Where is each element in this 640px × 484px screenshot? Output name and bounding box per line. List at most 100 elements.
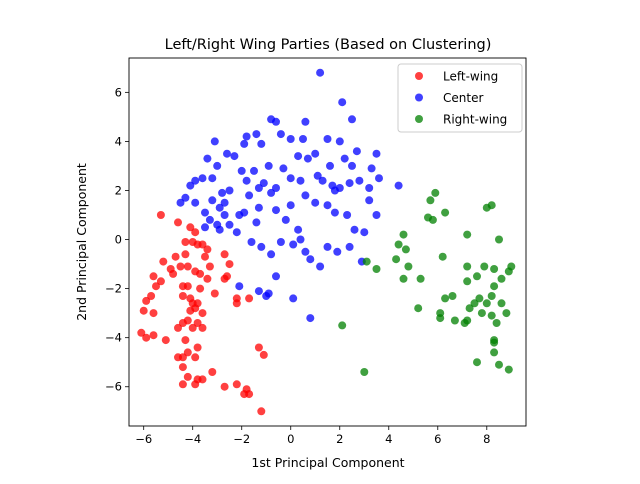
data-point-left-wing <box>225 260 234 269</box>
data-point-left-wing <box>178 292 187 300</box>
data-point-center <box>323 135 332 143</box>
data-point-left-wing <box>174 323 182 332</box>
data-point-center <box>333 247 342 256</box>
data-point-left-wing <box>156 277 165 286</box>
data-point-left-wing <box>176 262 185 271</box>
data-point-center <box>230 152 239 161</box>
data-point-center <box>340 154 349 163</box>
data-point-center <box>372 149 381 158</box>
data-point-center <box>352 147 361 156</box>
data-point-left-wing <box>183 372 192 381</box>
data-point-center <box>264 161 273 170</box>
data-point-left-wing <box>186 223 195 232</box>
data-point-right-wing <box>495 235 503 244</box>
data-point-center <box>365 184 374 192</box>
data-point-right-wing <box>441 294 450 303</box>
data-point-center <box>301 117 310 126</box>
data-point-center <box>223 149 231 158</box>
data-point-center <box>303 154 312 163</box>
data-point-center <box>257 139 266 148</box>
data-point-left-wing <box>183 348 192 357</box>
data-point-right-wing <box>338 321 347 330</box>
data-point-left-wing <box>181 336 190 345</box>
data-point-left-wing <box>220 382 229 391</box>
data-point-center <box>257 242 266 251</box>
data-point-center <box>272 272 280 281</box>
data-point-center <box>338 98 347 107</box>
data-point-center <box>296 235 305 244</box>
data-point-center <box>355 176 364 185</box>
data-point-center <box>232 228 241 237</box>
chart-title: Left/Right Wing Parties (Based on Cluste… <box>165 37 492 53</box>
data-point-center <box>313 171 322 180</box>
data-point-center <box>286 201 295 210</box>
data-point-center <box>252 218 261 227</box>
y-tick-label: 2 <box>115 183 122 197</box>
data-point-center <box>301 191 310 200</box>
data-point-center <box>205 215 214 224</box>
data-point-center <box>267 188 276 197</box>
data-point-left-wing <box>142 296 151 305</box>
data-point-center <box>191 198 200 207</box>
data-point-center <box>345 179 354 188</box>
data-point-center <box>213 161 222 170</box>
data-point-right-wing <box>360 368 369 376</box>
x-tick-label: 0 <box>287 432 294 446</box>
data-point-left-wing <box>142 333 151 342</box>
data-point-left-wing <box>183 262 192 271</box>
data-point-left-wing <box>196 284 205 293</box>
data-point-right-wing <box>392 255 401 264</box>
data-point-center <box>181 193 190 202</box>
points-layer <box>137 68 516 416</box>
data-point-center <box>201 208 209 217</box>
data-point-right-wing <box>426 196 435 205</box>
data-point-left-wing <box>220 250 229 259</box>
x-tick-label: 8 <box>483 432 490 446</box>
data-point-center <box>203 154 212 163</box>
data-point-center <box>343 211 352 219</box>
data-point-right-wing <box>428 215 437 224</box>
data-point-center <box>375 174 383 183</box>
data-point-left-wing <box>188 323 197 332</box>
data-point-center <box>220 211 229 219</box>
data-point-left-wing <box>198 323 207 332</box>
data-point-center <box>286 174 295 183</box>
data-point-left-wing <box>220 274 229 283</box>
data-point-center <box>311 149 320 158</box>
data-point-right-wing <box>473 358 481 367</box>
data-point-left-wing <box>198 309 207 318</box>
data-point-left-wing <box>191 304 200 313</box>
data-point-right-wing <box>372 265 381 273</box>
data-point-center <box>176 198 185 207</box>
data-point-left-wing <box>178 353 187 362</box>
data-point-right-wing <box>504 365 513 374</box>
plot-frame <box>128 57 527 427</box>
data-point-left-wing <box>191 228 200 237</box>
data-point-right-wing <box>490 265 499 273</box>
data-point-right-wing <box>502 309 511 318</box>
data-point-left-wing <box>257 407 266 416</box>
data-point-center <box>311 198 320 207</box>
data-point-right-wing <box>441 208 450 217</box>
data-point-right-wing <box>362 257 371 266</box>
data-point-center <box>250 166 258 175</box>
data-point-left-wing <box>245 390 254 399</box>
data-point-center <box>240 208 249 217</box>
data-point-center <box>259 179 268 188</box>
data-point-center <box>237 166 246 175</box>
data-point-left-wing <box>196 269 205 278</box>
data-point-left-wing <box>191 380 200 389</box>
data-point-left-wing <box>149 272 158 281</box>
y-axis-label: 2nd Principal Component <box>74 163 89 321</box>
legend: Left-wing Center Right-wing <box>397 63 523 133</box>
data-point-right-wing <box>436 314 445 323</box>
data-point-right-wing <box>475 294 484 303</box>
data-point-center <box>215 225 224 234</box>
data-point-center <box>323 242 332 251</box>
data-point-right-wing <box>495 360 503 369</box>
data-point-center <box>272 206 280 215</box>
data-point-left-wing <box>193 319 202 327</box>
data-point-right-wing <box>438 252 447 261</box>
data-point-left-wing <box>174 218 182 227</box>
